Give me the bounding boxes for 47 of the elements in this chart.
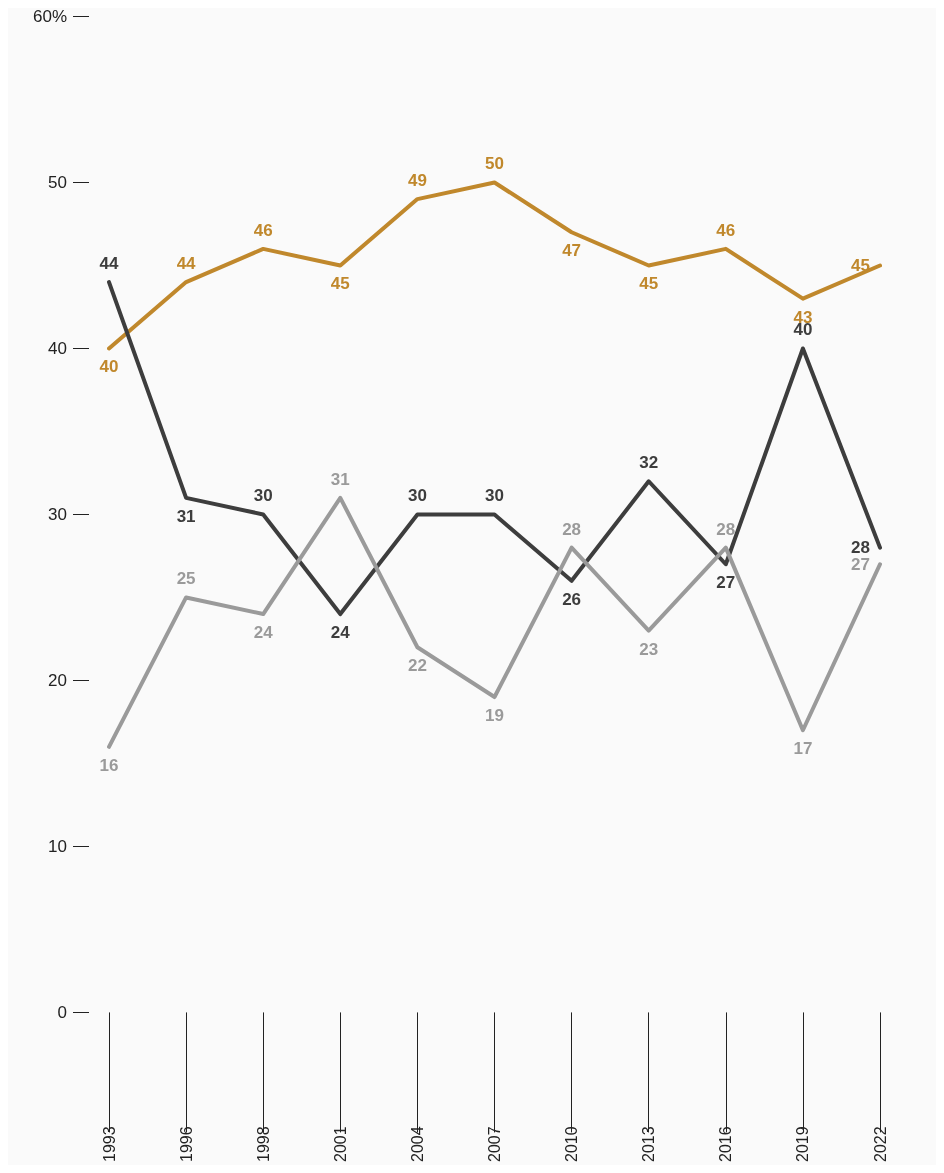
data-label: 27 [716, 573, 736, 593]
y-tick-label: 40 [48, 338, 67, 358]
y-tick-label: 60% [32, 7, 67, 26]
data-label: 30 [407, 486, 427, 506]
data-label: 31 [330, 469, 350, 489]
data-label: 47 [562, 241, 582, 261]
data-label: 44 [99, 254, 119, 274]
data-label: 50 [485, 154, 504, 174]
data-label: 32 [639, 453, 659, 473]
x-tick-label: 2001 [331, 1126, 349, 1162]
x-tick-label: 2016 [717, 1126, 735, 1162]
y-tick-label: 10 [48, 836, 67, 856]
y-tick-label: 0 [57, 1002, 67, 1022]
data-label: 46 [716, 220, 736, 240]
data-label: 28 [716, 519, 736, 539]
data-label: 17 [793, 739, 813, 759]
y-tick-label: 50 [48, 172, 67, 192]
data-label: 31 [176, 506, 196, 526]
data-label: 45 [639, 274, 659, 294]
x-tick-label: 2013 [640, 1126, 658, 1162]
x-tick-label: 1998 [254, 1126, 272, 1162]
x-tick-label: 2010 [563, 1126, 581, 1162]
data-label: 45 [851, 255, 870, 275]
data-label: 49 [407, 171, 427, 191]
data-label: 30 [485, 486, 504, 506]
x-tick-label: 1993 [100, 1126, 118, 1162]
data-label: 16 [99, 755, 119, 775]
y-tick-label: 20 [48, 670, 67, 690]
data-label: 25 [176, 569, 196, 589]
data-label: 40 [99, 357, 119, 377]
data-label: 44 [176, 254, 197, 274]
y-tick-label: 30 [48, 504, 67, 524]
x-tick-label: 2004 [408, 1126, 426, 1162]
data-label: 24 [330, 623, 351, 643]
data-label: 24 [253, 623, 274, 643]
x-tick-label: 2007 [486, 1126, 503, 1162]
data-label: 45 [330, 274, 350, 294]
x-tick-label: 1996 [177, 1126, 195, 1162]
data-label: 46 [253, 220, 273, 240]
data-label: 19 [485, 706, 504, 726]
data-label: 23 [639, 639, 659, 659]
x-tick-label: 2022 [871, 1126, 889, 1162]
data-label: 30 [253, 486, 273, 506]
data-label: 28 [562, 519, 582, 539]
data-label: 26 [562, 589, 582, 609]
x-tick-label: 2019 [794, 1126, 812, 1162]
data-label: 22 [407, 656, 427, 676]
